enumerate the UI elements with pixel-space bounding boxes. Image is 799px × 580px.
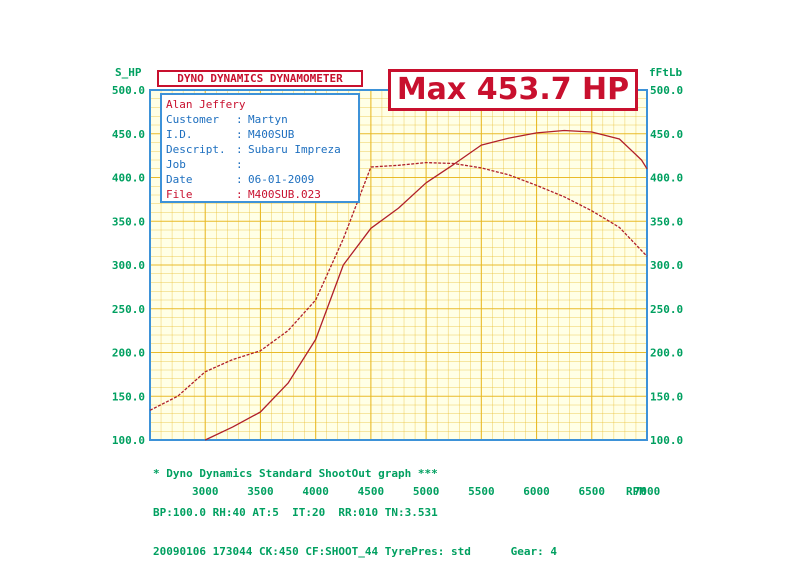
info-colon: : [236, 113, 243, 126]
x-tick-label: 5000 [413, 485, 440, 498]
info-row-file: File: M400SUB.023 [166, 187, 354, 202]
info-key: Customer [166, 113, 219, 126]
max-hp-label: Max 453.7 HP [388, 69, 638, 111]
torque-curve [149, 161, 648, 411]
y-axis-left-label: S_HP [115, 66, 142, 79]
y-tick-label-left: 150.0 [112, 390, 145, 403]
y-tick-label-right: 350.0 [650, 215, 683, 228]
info-key: File [166, 188, 193, 201]
dyno-title: DYNO DYNAMICS DYNAMOMETER [157, 70, 363, 87]
y-tick-label-right: 450.0 [650, 128, 683, 141]
run-parameters: * Dyno Dynamics Standard ShootOut graph … [153, 441, 557, 571]
x-tick-label: 4000 [302, 485, 329, 498]
x-tick-label: 4500 [358, 485, 385, 498]
info-colon: : [236, 143, 243, 156]
info-key: I.D. [166, 128, 193, 141]
y-tick-label-right: 400.0 [650, 172, 683, 185]
info-value: Subaru Impreza [248, 143, 341, 156]
x-tick-label: 6500 [579, 485, 606, 498]
info-key: Descript. [166, 143, 226, 156]
info-value: M400SUB [248, 128, 295, 141]
y-tick-label-right: 300.0 [650, 259, 683, 272]
operator-name: Alan Jeffery [166, 98, 246, 111]
y-tick-label-left: 500.0 [112, 84, 145, 97]
x-tick-label: 5500 [468, 485, 495, 498]
info-colon: : [236, 128, 243, 141]
info-row-id: I.D.: M400SUB [166, 127, 354, 142]
y-tick-label-left: 250.0 [112, 303, 145, 316]
info-value: Martyn [248, 113, 288, 126]
x-tick-label: 6000 [523, 485, 550, 498]
y-tick-label-left: 300.0 [112, 259, 145, 272]
y-tick-label-left: 350.0 [112, 215, 145, 228]
info-row-job: Job: [166, 157, 354, 172]
info-value: M400SUB.023 [248, 188, 321, 201]
info-row-date: Date:06-01-2009 [166, 172, 354, 187]
y-tick-label-left: 100.0 [112, 434, 145, 447]
y-tick-label-right: 200.0 [650, 347, 683, 360]
y-tick-label-right: 500.0 [650, 84, 683, 97]
y-tick-label-right: 100.0 [650, 434, 683, 447]
info-key: Job [166, 158, 186, 171]
info-row-descript: Descript.: Subaru Impreza [166, 142, 354, 157]
x-tick-label: 7000 [634, 485, 661, 498]
footer-line-3: 20090106 173044 CK:450 CF:SHOOT_44 TyreP… [153, 545, 557, 558]
footer-line-1: * Dyno Dynamics Standard ShootOut graph … [153, 467, 438, 480]
y-axis-right-label: fFtLb [649, 66, 682, 79]
y-tick-label-left: 450.0 [112, 128, 145, 141]
y-tick-label-left: 200.0 [112, 347, 145, 360]
x-axis-label: RPM [626, 485, 646, 498]
power-curve [204, 129, 648, 441]
info-colon: : [236, 188, 243, 201]
x-tick-label: 3000 [192, 485, 219, 498]
right-axis-ticks: 100.0 150.0 200.0 250.0 300.0 350.0 400.0 450.0… [650, 84, 683, 447]
x-axis-ticks: 3000 3500 4000 4500 5000 5500 6000 6500 7000 [192, 485, 660, 498]
info-value: 06-01-2009 [248, 173, 315, 186]
run-info-box: Alan Jeffery Customer: Martyn I.D.: M400SU… [160, 93, 360, 203]
left-axis-ticks: 100.0 150.0 200.0 250.0 300.0 350.0 400.0 450.0… [112, 84, 145, 447]
y-tick-label-right: 150.0 [650, 390, 683, 403]
y-tick-label-left: 400.0 [112, 172, 145, 185]
x-tick-label: 3500 [247, 485, 274, 498]
curves [149, 129, 648, 441]
info-row-customer: Customer: Martyn [166, 112, 354, 127]
info-colon: : [236, 173, 243, 186]
y-tick-label-right: 250.0 [650, 303, 683, 316]
info-key: Date [166, 173, 193, 186]
footer-line-2: BP:100.0 RH:40 AT:5 IT:20 RR:010 TN:3.53… [153, 506, 438, 519]
info-colon: : [236, 158, 243, 171]
